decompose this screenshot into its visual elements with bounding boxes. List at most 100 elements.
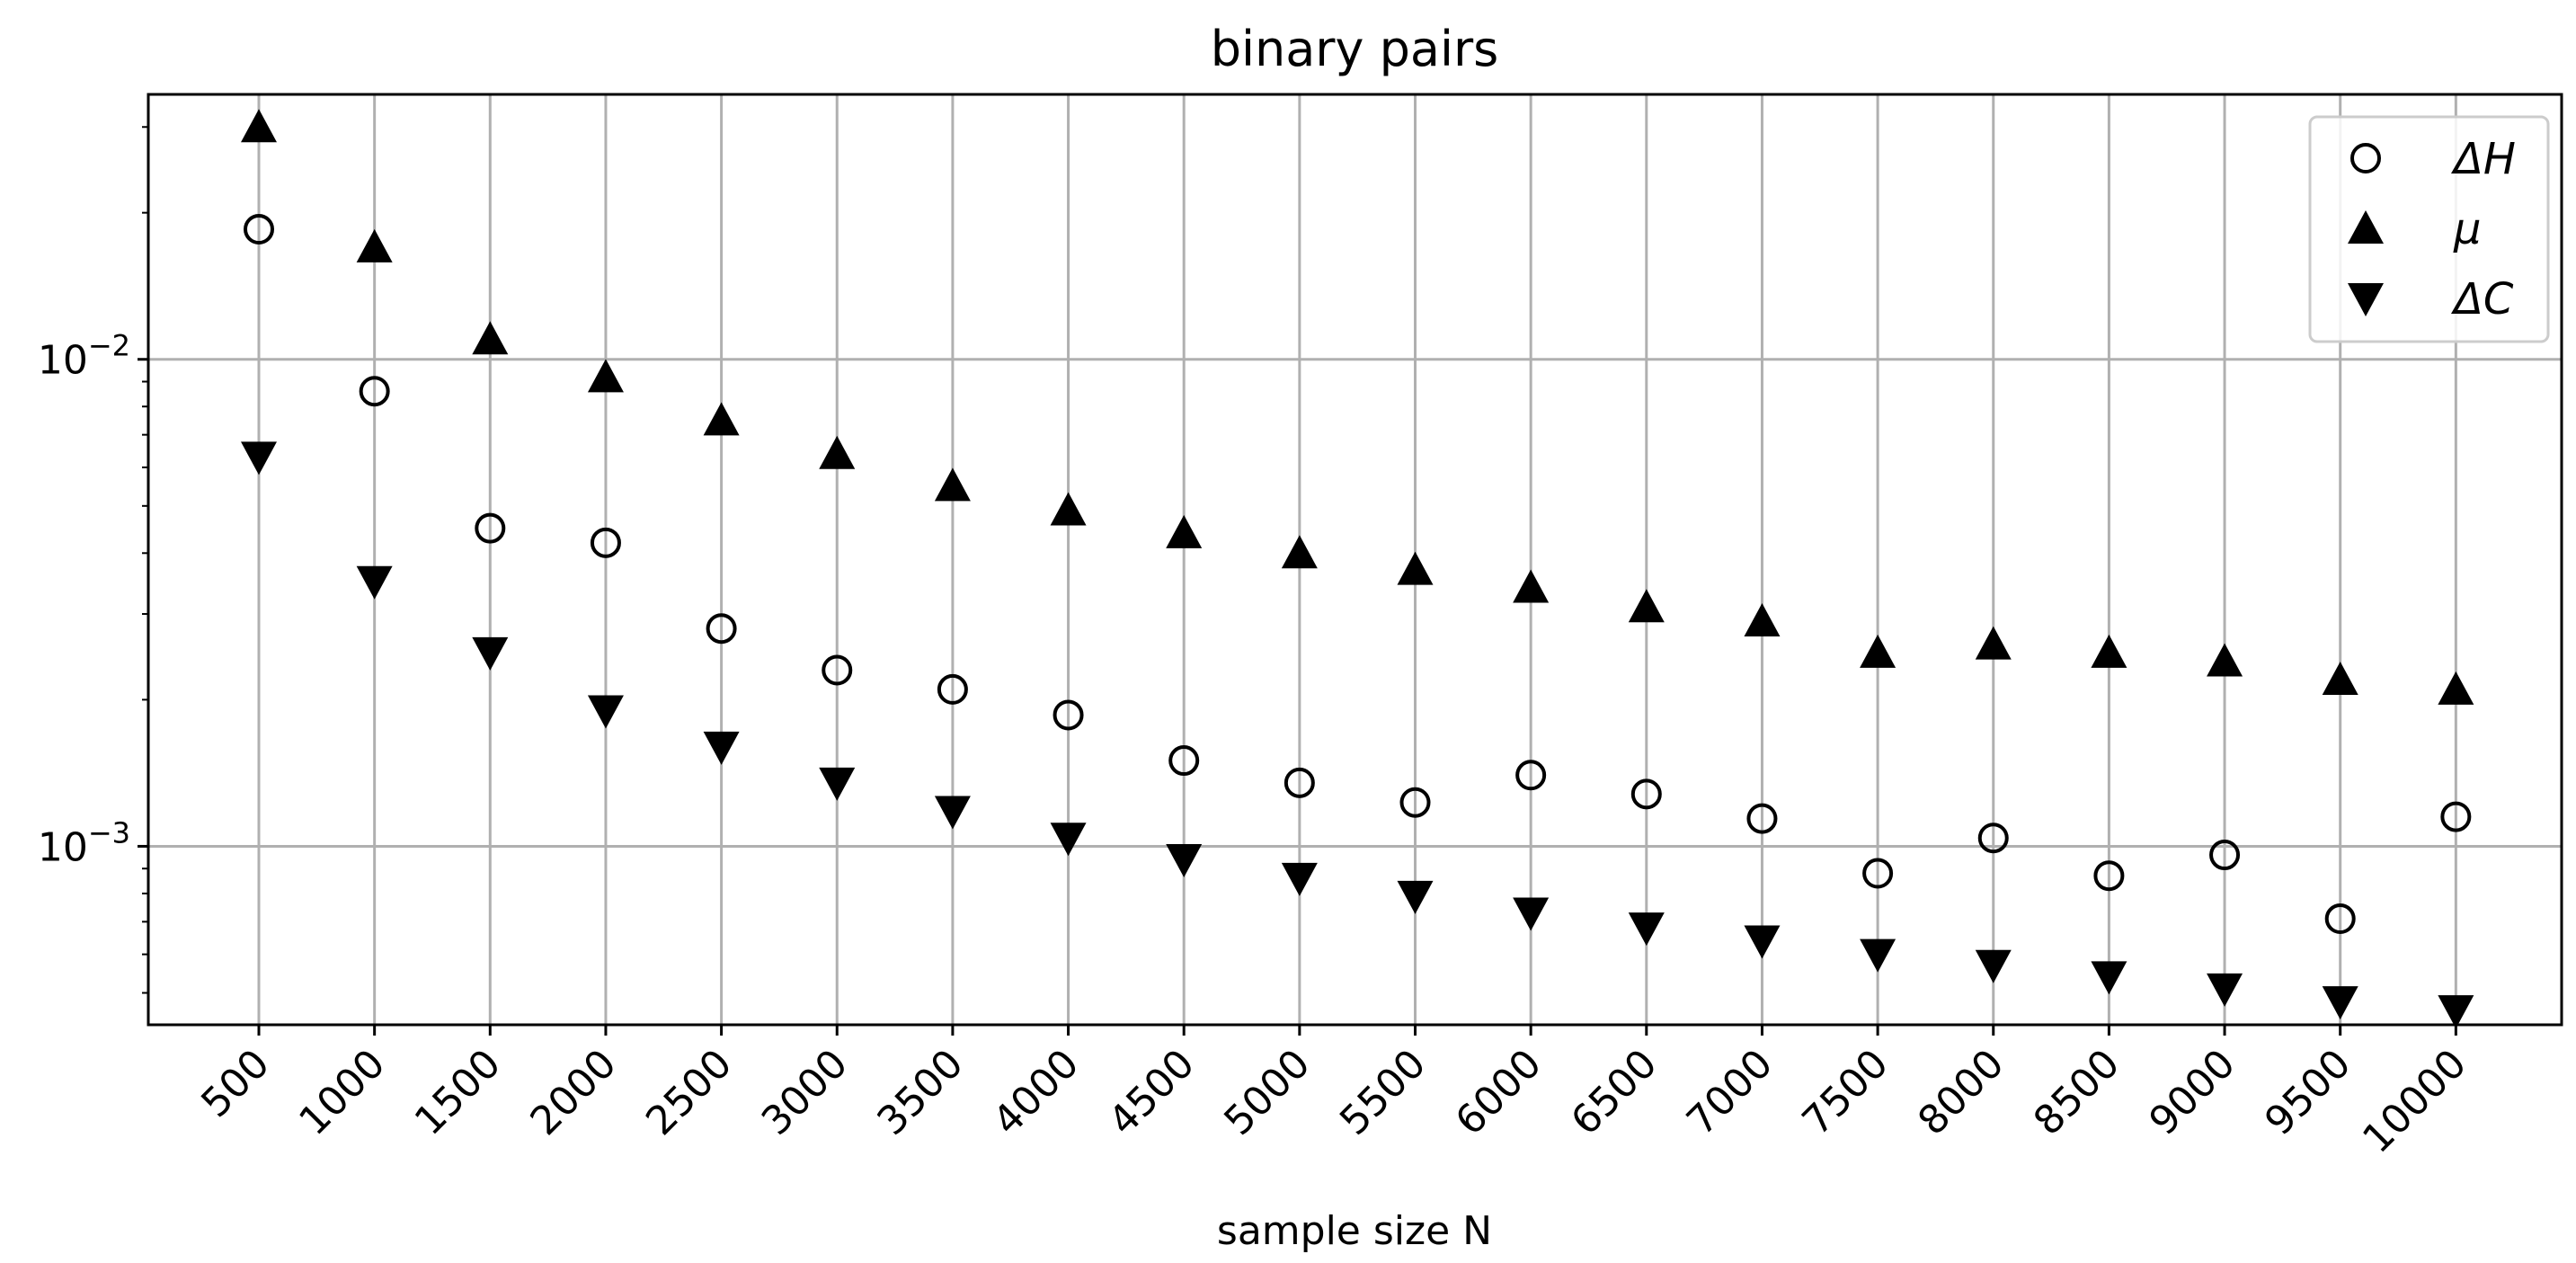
x-tick-label: 9500 [2256,1041,2359,1144]
x-tick-label: 8000 [1909,1041,2012,1144]
data-point [2438,995,2474,1029]
data-point [2091,961,2127,995]
x-tick-label: 1500 [406,1041,510,1144]
data-point [1630,778,1662,810]
y-axis-ticks: 10−2 10−3 [38,329,148,870]
x-tick-label: 2000 [521,1041,625,1144]
data-point [2091,634,2127,668]
data-point [1168,745,1200,777]
data-point [359,376,390,407]
data-point [1284,767,1315,798]
legend-marker [2348,210,2384,244]
data-point [587,359,624,393]
data-point [1281,535,1318,569]
series-group [241,441,2474,1029]
data-point [1975,626,2012,660]
x-axis-ticks: 500 1000 1500 2000 2500 3000 3500 4000 4500 5000 5… [192,1025,2475,1162]
data-point [1050,492,1087,526]
series-group [244,213,2472,935]
data-point [1515,760,1547,791]
data-point [1860,634,1896,668]
data-point [1975,949,2012,983]
x-tick-label: 9000 [2141,1041,2244,1144]
x-tick-label: 7500 [1794,1041,1897,1144]
x-tick-label: 1000 [290,1041,394,1144]
data-point [819,435,856,469]
x-tick-label: 5000 [1215,1041,1319,1144]
data-point [2324,903,2356,935]
series-group [241,109,2474,705]
data-point [1628,912,1665,947]
x-tick-label: 4000 [984,1041,1088,1144]
x-tick-label: 10000 [2354,1041,2475,1162]
data-point [1746,803,1778,834]
data-markers [241,109,2474,1029]
y-tick-label: 10−2 [38,329,130,384]
data-point [1628,589,1665,623]
data-point [937,673,968,705]
data-point [1977,823,2009,854]
data-point [819,767,856,801]
data-point [1397,551,1434,585]
data-point [2209,840,2241,871]
data-point [2322,661,2358,695]
data-point [356,565,393,600]
legend-marker [2350,143,2381,173]
data-point [2438,671,2474,705]
data-point [244,213,274,245]
data-point [356,228,393,262]
data-point [472,321,509,355]
legend-marker [2348,283,2384,316]
grid-lines [148,94,2562,1025]
data-point [1744,925,1781,959]
x-tick-label: 8500 [2025,1041,2128,1144]
data-point [2207,643,2243,677]
data-point [241,441,277,476]
chart-title: binary pairs [1211,21,1499,77]
data-point [2322,986,2358,1020]
data-point [703,402,740,436]
x-tick-label: 4500 [1100,1041,1204,1144]
plot-area-frame [147,93,2563,1027]
data-point [1399,787,1431,818]
data-point [1053,699,1084,731]
data-point [1860,938,1896,973]
data-point [934,467,971,502]
data-point [587,695,624,729]
x-tick-label: 7000 [1678,1041,1781,1144]
data-point [590,527,621,558]
data-point [1862,858,1894,889]
legend-label: ΔC [2450,274,2514,325]
data-point [1166,514,1203,548]
data-point [703,731,740,765]
data-point [1397,880,1434,914]
x-tick-label: 2500 [637,1041,741,1144]
y-tick-label: 10−3 [38,815,130,870]
data-point [706,613,737,645]
data-point [1166,844,1203,878]
x-tick-label: 3500 [868,1041,972,1144]
data-point [1281,862,1318,896]
x-tick-label: 6500 [1562,1041,1666,1144]
x-tick-label: 3000 [753,1041,857,1144]
data-point [2093,860,2125,892]
data-point [1513,569,1550,603]
legend-label: ΔH [2450,134,2516,184]
legend: ΔH μ ΔC [2308,115,2550,343]
legend-label: μ [2453,204,2482,254]
data-point [1744,602,1781,636]
data-point [934,796,971,830]
data-point [2207,973,2243,1007]
data-point [241,109,277,143]
data-point [2440,801,2472,832]
data-point [1513,897,1550,931]
data-point [822,654,853,686]
data-point [475,512,506,544]
x-tick-label: 500 [192,1041,278,1126]
x-axis-label: sample size N [1217,1208,1492,1254]
x-tick-label: 5500 [1331,1041,1435,1144]
data-point [1050,823,1087,857]
x-tick-label: 6000 [1447,1041,1550,1144]
data-point [472,636,509,671]
